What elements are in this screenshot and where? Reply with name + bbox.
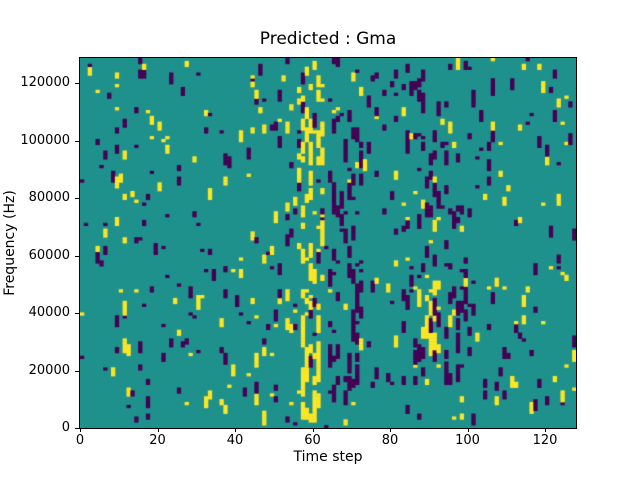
x-tick-label: 40 [226,433,244,448]
y-tick-mark [75,140,79,142]
y-tick-label: 0 [61,420,70,435]
y-tick-label: 120000 [20,75,70,90]
y-tick-mark [75,198,79,199]
x-tick-mark [157,428,159,432]
y-tick-label: 60000 [28,247,70,263]
x-tick-mark [312,428,314,432]
y-tick-mark [75,370,79,372]
y-tick-mark [75,313,79,314]
x-tick-label: 60 [304,433,321,448]
x-tick-label: 0 [75,433,85,448]
x-tick-label: 20 [149,433,166,448]
plot-title: Predicted : Gma [259,29,397,49]
x-tick-mark [235,428,236,432]
x-tick-mark [80,428,81,432]
x-axis-label: Time step [293,449,363,465]
x-tick-mark [467,428,469,432]
x-tick-mark [390,428,391,432]
y-tick-label: 80000 [28,190,70,205]
y-tick-mark [75,428,79,429]
y-axis-label: Frequency (Hz) [2,190,18,296]
y-tick-label: 100000 [20,132,70,148]
y-tick-mark [75,83,79,84]
x-tick-label: 100 [455,433,480,448]
x-tick-mark [545,428,546,432]
heatmap-canvas [80,58,576,428]
y-tick-label: 20000 [28,362,70,378]
x-tick-label: 80 [381,433,399,448]
y-tick-label: 40000 [28,305,70,320]
x-tick-label: 120 [532,433,558,448]
y-tick-mark [75,255,79,257]
